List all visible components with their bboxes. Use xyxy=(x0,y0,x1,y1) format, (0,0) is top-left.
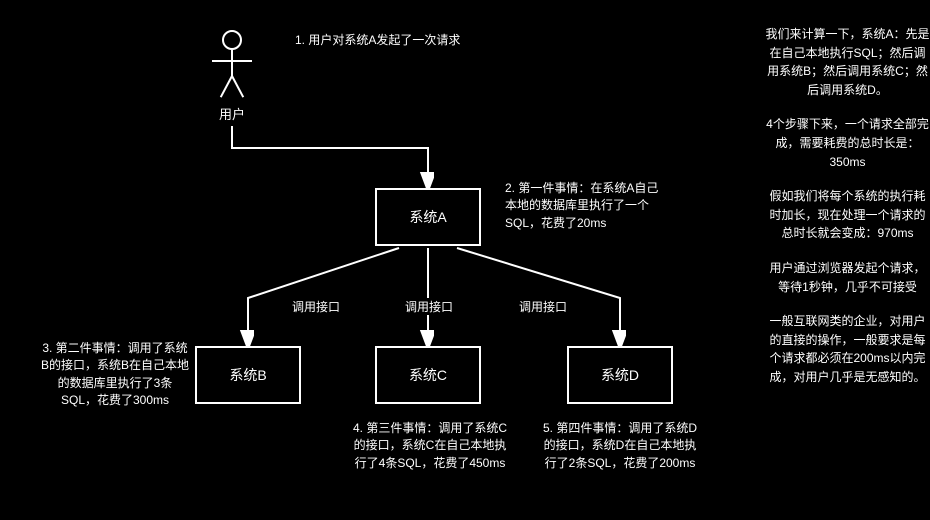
actor-arms-icon xyxy=(212,60,252,62)
actor-leg-right-icon xyxy=(231,76,244,98)
node-system-a: 系统A xyxy=(375,188,481,246)
actor-label: 用户 xyxy=(219,104,245,123)
node-system-c: 系统C xyxy=(375,346,481,404)
edge-label-ab: 调用接口 xyxy=(290,298,342,315)
node-label: 系统A xyxy=(409,207,446,227)
node-system-b: 系统B xyxy=(195,346,301,404)
annotation-3: 3. 第二件事情：调用了系统B的接口，系统B在自己本地的数据库里执行了3条SQL… xyxy=(40,340,190,410)
sidebar-paragraph: 一般互联网类的企业，对用户的直接的操作，一般要求是每个请求都必须在200ms以内… xyxy=(765,312,930,386)
annotation-5: 5. 第四件事情：调用了系统D的接口，系统D在自己本地执行了2条SQL，花费了2… xyxy=(540,420,700,472)
actor-leg-left-icon xyxy=(220,76,233,98)
node-label: 系统B xyxy=(229,365,266,385)
annotation-1: 1. 用户对系统A发起了一次请求 xyxy=(295,32,465,49)
annotation-2: 2. 第一件事情：在系统A自己本地的数据库里执行了一个SQL，花费了20ms xyxy=(505,180,665,232)
actor-body-icon xyxy=(231,50,233,78)
annotation-4: 4. 第三件事情：调用了系统C的接口，系统C在自己本地执行了4条SQL，花费了4… xyxy=(350,420,510,472)
sidebar-paragraph: 我们来计算一下，系统A：先是在自己本地执行SQL；然后调用系统B；然后调用系统C… xyxy=(765,25,930,99)
diagram-canvas: 用户 系统A 系统B 系统C 系统D 调用接口 调用接口 调用接口 1. 用户对… xyxy=(0,0,780,520)
edge-label-ac: 调用接口 xyxy=(403,298,455,315)
edge-label-ad: 调用接口 xyxy=(517,298,569,315)
actor-head-icon xyxy=(222,30,242,50)
node-label: 系统D xyxy=(601,365,639,385)
node-label: 系统C xyxy=(409,365,447,385)
sidebar-paragraph: 用户通过浏览器发起个请求，等待1秒钟，几乎不可接受 xyxy=(765,259,930,296)
node-system-d: 系统D xyxy=(567,346,673,404)
sidebar-paragraph: 假如我们将每个系统的执行耗时加长，现在处理一个请求的总时长就会变成：970ms xyxy=(765,187,930,243)
sidebar-text: 我们来计算一下，系统A：先是在自己本地执行SQL；然后调用系统B；然后调用系统C… xyxy=(765,25,930,403)
sidebar-paragraph: 4个步骤下来，一个请求全部完成，需要耗费的总时长是：350ms xyxy=(765,115,930,171)
actor-user: 用户 xyxy=(222,30,242,50)
